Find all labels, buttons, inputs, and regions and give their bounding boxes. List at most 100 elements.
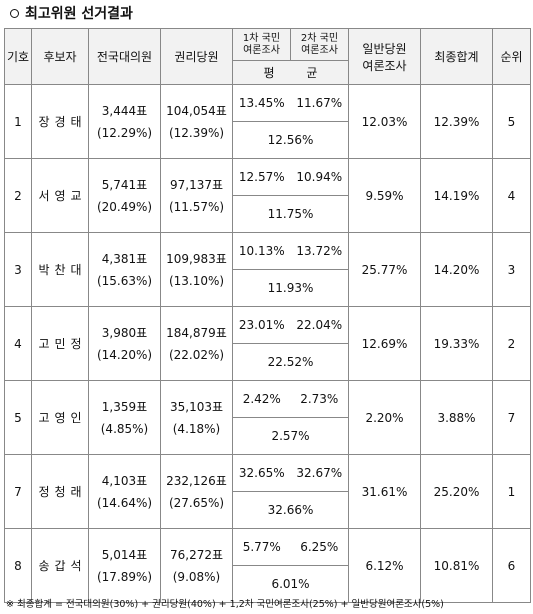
header-poll1-text: 1차 국민 여론조사 [242,32,281,56]
party-votes: 232,126표 [166,473,227,488]
avg-value: 32.66% [232,491,349,529]
avg-value: 2.57% [232,417,349,455]
national-cell: 1,359표 (4.85%) [88,380,161,455]
national-pct: (4.85%) [100,421,149,436]
general-value: 12.03% [348,84,421,159]
poll1-value: 32.65% [232,454,291,492]
general-value: 2.20% [348,380,421,455]
party-votes: 76,272표 [169,547,224,562]
candidate-row-avg: 22.52% [5,343,531,381]
party-pct: (9.08%) [172,569,221,584]
rank-value: 5 [492,84,531,159]
party-pct: (11.57%) [168,199,225,214]
party-cell: 35,103표 (4.18%) [160,380,233,455]
poll2-value: 32.67% [290,454,349,492]
header-poll1: 1차 국민 여론조사 [232,28,291,61]
party-pct: (13.10%) [168,273,225,288]
total-value: 25.20% [420,454,493,529]
national-cell: 5,014표 (17.89%) [88,528,161,603]
candidate-name: 송갑석 [31,528,89,603]
party-pct: (4.18%) [172,421,221,436]
header-national: 전국대의원 [88,28,161,85]
candidate-name: 고민정 [31,306,89,381]
poll2-value: 2.73% [290,380,349,418]
header-total: 최종합계 [420,28,493,85]
header-rank: 순위 [492,28,531,85]
general-value: 25.77% [348,232,421,307]
footnote: ※ 최종합계 = 전국대의원(30%) + 권리당원(40%) + 1,2차 국… [6,599,444,610]
page-title: 최고위원 선거결과 [10,3,133,23]
header-party: 권리당원 [160,28,233,85]
candidate-row-avg: 2.57% [5,417,531,455]
national-pct: (14.20%) [96,347,153,362]
national-cell: 4,103표 (14.64%) [88,454,161,529]
total-value: 12.39% [420,84,493,159]
general-value: 12.69% [348,306,421,381]
candidate-row-avg: 11.75% [5,195,531,233]
poll1-value: 5.77% [232,528,291,566]
total-value: 14.19% [420,158,493,233]
national-pct: (17.89%) [96,569,153,584]
candidate-row-avg: 32.66% [5,491,531,529]
poll1-value: 23.01% [232,306,291,344]
candidate-num: 5 [4,380,32,455]
general-value: 31.61% [348,454,421,529]
candidate-row: 3 박찬대 4,381표 (15.63%) 109,983표 (13.10%) 10.13%… [4,232,531,307]
general-value: 9.59% [348,158,421,233]
poll1-value: 13.45% [232,84,291,122]
poll2-value: 13.72% [290,232,349,270]
party-cell: 76,272표 (9.08%) [160,528,233,603]
avg-value: 11.93% [232,269,349,307]
national-pct: (15.63%) [96,273,153,288]
national-cell: 4,381표 (15.63%) [88,232,161,307]
total-value: 10.81% [420,528,493,603]
candidate-name: 서영교 [31,158,89,233]
party-pct: (12.39%) [168,125,225,140]
national-votes: 4,103표 [101,473,148,488]
circle-bullet-icon [10,8,19,18]
candidate-num: 3 [4,232,32,307]
candidate-name: 장경태 [31,84,89,159]
party-pct: (22.02%) [168,347,225,362]
candidate-num: 7 [4,454,32,529]
candidate-row: 2 서영교 5,741표 (20.49%) 97,137표 (11.57%) 12.57% 1… [4,158,531,233]
candidate-num: 4 [4,306,32,381]
candidate-row-avg: 6.01% [5,565,531,603]
header-name: 후보자 [31,28,89,85]
header-num: 기호 [4,28,32,85]
national-votes: 1,359표 [101,399,148,414]
rank-value: 3 [492,232,531,307]
candidate-name: 정청래 [31,454,89,529]
party-votes: 97,137표 [169,177,224,192]
candidate-name: 고영인 [31,380,89,455]
national-pct: (14.64%) [96,495,153,510]
header-general: 일반당원 여론조사 [348,28,421,85]
avg-value: 22.52% [232,343,349,381]
national-votes: 5,014표 [101,547,148,562]
candidate-row: 7 정청래 4,103표 (14.64%) 232,126표 (27.65%) 32.65%… [4,454,531,529]
candidate-num: 8 [4,528,32,603]
avg-value: 11.75% [232,195,349,233]
party-pct: (27.65%) [168,495,225,510]
party-cell: 104,054표 (12.39%) [160,84,233,159]
candidate-row: 8 송갑석 5,014표 (17.89%) 76,272표 (9.08%) 5.77% 6.2… [4,528,531,603]
page-title-text: 최고위원 선거결과 [25,6,133,22]
party-votes: 109,983표 [166,251,227,266]
poll2-value: 6.25% [290,528,349,566]
party-votes: 104,054표 [166,103,227,118]
header-avg: 평 균 [232,60,349,85]
poll1-value: 12.57% [232,158,291,196]
avg-value: 12.56% [232,121,349,159]
national-pct: (12.29%) [96,125,153,140]
party-cell: 232,126표 (27.65%) [160,454,233,529]
candidate-row: 1 장경태 3,444표 (12.29%) 104,054표 (12.39%) 13.45%… [4,84,531,159]
rank-value: 7 [492,380,531,455]
national-cell: 3,980표 (14.20%) [88,306,161,381]
poll2-value: 22.04% [290,306,349,344]
national-votes: 3,444표 [101,103,148,118]
poll2-value: 10.94% [290,158,349,196]
party-votes: 184,879표 [166,325,227,340]
national-pct: (20.49%) [96,199,153,214]
total-value: 3.88% [420,380,493,455]
candidate-name: 박찬대 [31,232,89,307]
